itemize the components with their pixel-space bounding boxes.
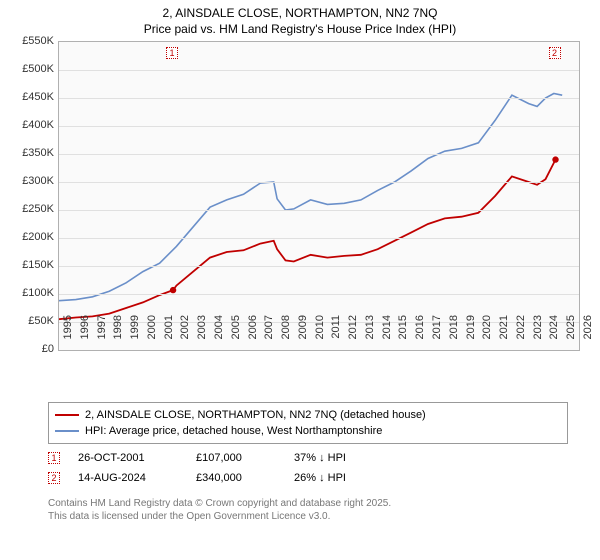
x-tick-label: 2005 <box>230 315 242 355</box>
y-tick-label: £350K <box>14 147 54 159</box>
y-tick-label: £500K <box>14 63 54 75</box>
y-tick-label: £50K <box>14 315 54 327</box>
x-tick-label: 2009 <box>297 315 309 355</box>
gridline <box>59 70 579 71</box>
y-tick-label: £300K <box>14 175 54 187</box>
legend-item: HPI: Average price, detached house, West… <box>55 423 561 439</box>
transaction-price: £107,000 <box>196 452 276 464</box>
footer-line2: This data is licensed under the Open Gov… <box>48 511 568 524</box>
x-tick-label: 1995 <box>62 315 74 355</box>
x-tick-label: 2011 <box>330 315 342 355</box>
x-tick-label: 2001 <box>163 315 175 355</box>
transaction-date: 14-AUG-2024 <box>78 472 178 484</box>
x-tick-label: 2023 <box>532 315 544 355</box>
transaction-pct: 37% ↓ HPI <box>294 452 394 464</box>
chart-area: £0 £50K £100K £150K £200K £250K £300K £350K £400… <box>14 41 584 395</box>
x-tick-label: 1997 <box>96 315 108 355</box>
x-tick-label: 2026 <box>582 315 594 355</box>
x-tick-label: 2021 <box>498 315 510 355</box>
x-tick-label: 2004 <box>213 315 225 355</box>
x-tick-label: 2012 <box>347 315 359 355</box>
gridline <box>59 182 579 183</box>
x-tick-label: 2025 <box>565 315 577 355</box>
transaction-index: 1 <box>48 452 60 464</box>
gridline <box>59 98 579 99</box>
marker-index-box: 1 <box>166 47 178 59</box>
transaction-row: 1 26-OCT-2001 £107,000 37% ↓ HPI <box>48 448 568 468</box>
legend: 2, AINSDALE CLOSE, NORTHAMPTON, NN2 7NQ … <box>48 402 568 444</box>
legend-swatch <box>55 430 79 432</box>
x-tick-label: 2016 <box>414 315 426 355</box>
y-tick-label: £400K <box>14 119 54 131</box>
x-tick-label: 2000 <box>146 315 158 355</box>
series-hpi <box>59 94 562 301</box>
x-tick-label: 2018 <box>448 315 460 355</box>
series-price_paid <box>59 160 556 320</box>
x-tick-label: 2010 <box>314 315 326 355</box>
x-tick-label: 2022 <box>515 315 527 355</box>
chart-title: 2, AINSDALE CLOSE, NORTHAMPTON, NN2 7NQ … <box>10 6 590 37</box>
plot-region <box>58 41 580 351</box>
gridline <box>59 266 579 267</box>
footer-note: Contains HM Land Registry data © Crown c… <box>48 498 568 523</box>
x-tick-label: 2007 <box>263 315 275 355</box>
transaction-price: £340,000 <box>196 472 276 484</box>
transaction-date: 26-OCT-2001 <box>78 452 178 464</box>
x-tick-label: 2013 <box>364 315 376 355</box>
x-tick-label: 2006 <box>247 315 259 355</box>
gridline <box>59 210 579 211</box>
gridline <box>59 154 579 155</box>
transaction-index: 2 <box>48 472 60 484</box>
x-tick-label: 2017 <box>431 315 443 355</box>
transaction-rows: 1 26-OCT-2001 £107,000 37% ↓ HPI 2 14-AUG-202… <box>48 448 568 488</box>
x-tick-label: 2020 <box>481 315 493 355</box>
y-tick-label: £450K <box>14 91 54 103</box>
y-tick-label: £0 <box>14 343 54 355</box>
title-line2: Price paid vs. HM Land Registry's House … <box>10 22 590 38</box>
y-tick-label: £200K <box>14 231 54 243</box>
y-tick-label: £550K <box>14 35 54 47</box>
legend-item: 2, AINSDALE CLOSE, NORTHAMPTON, NN2 7NQ … <box>55 407 561 423</box>
x-tick-label: 2002 <box>179 315 191 355</box>
legend-label: HPI: Average price, detached house, West… <box>85 425 382 437</box>
x-tick-label: 1998 <box>112 315 124 355</box>
transaction-pct: 26% ↓ HPI <box>294 472 394 484</box>
gridline <box>59 238 579 239</box>
marker-dot <box>552 157 558 163</box>
legend-swatch <box>55 414 79 416</box>
marker-dot <box>170 287 176 293</box>
title-line1: 2, AINSDALE CLOSE, NORTHAMPTON, NN2 7NQ <box>10 6 590 22</box>
x-tick-label: 2003 <box>196 315 208 355</box>
x-tick-label: 1996 <box>79 315 91 355</box>
x-tick-label: 2008 <box>280 315 292 355</box>
x-tick-label: 2019 <box>465 315 477 355</box>
marker-index-box: 2 <box>549 47 561 59</box>
legend-label: 2, AINSDALE CLOSE, NORTHAMPTON, NN2 7NQ … <box>85 409 426 421</box>
y-tick-label: £150K <box>14 259 54 271</box>
transaction-row: 2 14-AUG-2024 £340,000 26% ↓ HPI <box>48 468 568 488</box>
x-tick-label: 2014 <box>381 315 393 355</box>
y-tick-label: £100K <box>14 287 54 299</box>
gridline <box>59 126 579 127</box>
footer-line1: Contains HM Land Registry data © Crown c… <box>48 498 568 511</box>
y-tick-label: £250K <box>14 203 54 215</box>
x-tick-label: 1999 <box>129 315 141 355</box>
x-tick-label: 2015 <box>397 315 409 355</box>
plot-svg <box>59 42 579 350</box>
gridline <box>59 294 579 295</box>
x-tick-label: 2024 <box>548 315 560 355</box>
